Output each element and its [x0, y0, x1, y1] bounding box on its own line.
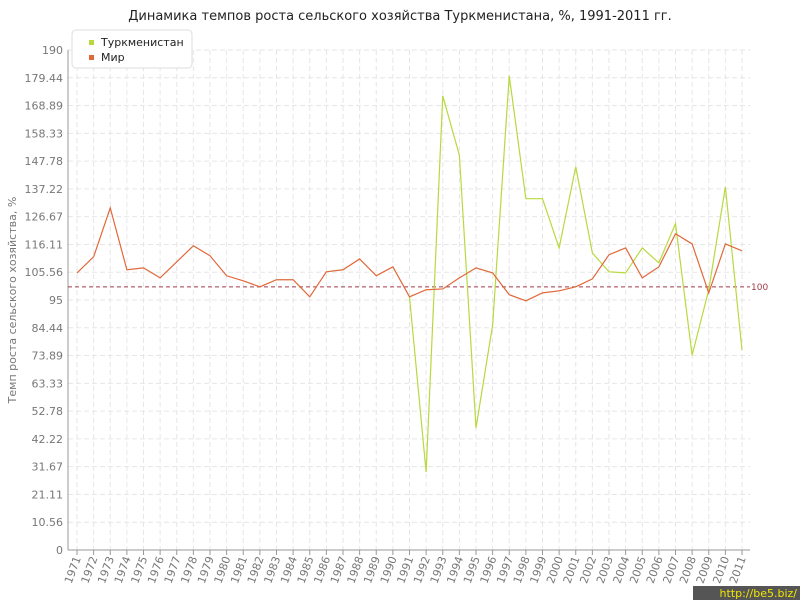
- series-line: [76, 205, 743, 302]
- y-tick-label: 63.33: [32, 377, 64, 390]
- y-tick-label: 179.44: [25, 72, 64, 85]
- y-tick-label: 73.89: [32, 350, 64, 363]
- y-axis-label: Темп роста сельского хозяйства, %: [6, 197, 19, 405]
- chart-title: Динамика темпов роста сельского хозяйств…: [128, 9, 672, 24]
- legend-swatch: [89, 55, 94, 60]
- y-tick-label: 158.33: [25, 127, 64, 140]
- y-tick-label: 10.56: [32, 516, 64, 529]
- y-tick-label: 137.22: [25, 183, 64, 196]
- reference-label: 100: [751, 283, 768, 293]
- y-tick-label: 190: [42, 44, 63, 57]
- y-tick-label: 105.56: [25, 266, 64, 279]
- y-tick-label: 147.78: [25, 155, 64, 168]
- y-tick-label: 31.67: [32, 461, 64, 474]
- legend-label: Туркменистан: [100, 36, 184, 49]
- y-tick-label: 21.11: [32, 488, 64, 501]
- y-tick-label: 95: [49, 294, 63, 307]
- legend-label: Мир: [101, 51, 125, 64]
- y-tick-label: 126.67: [25, 211, 64, 224]
- watermark-bg: [693, 586, 800, 600]
- legend-box: [71, 29, 193, 69]
- y-tick-label: 0: [56, 544, 63, 557]
- y-tick-label: 84.44: [32, 322, 64, 335]
- y-tick-label: 52.78: [32, 405, 64, 418]
- y-tick-label: 116.11: [25, 238, 64, 251]
- legend-swatch: [89, 40, 94, 45]
- watermark: http://be5.biz/: [720, 587, 798, 600]
- y-tick-label: 42.22: [32, 433, 64, 446]
- series-line: [408, 75, 743, 473]
- legend: Туркменистан Мир: [71, 29, 193, 69]
- y-tick-label: 168.89: [25, 100, 64, 113]
